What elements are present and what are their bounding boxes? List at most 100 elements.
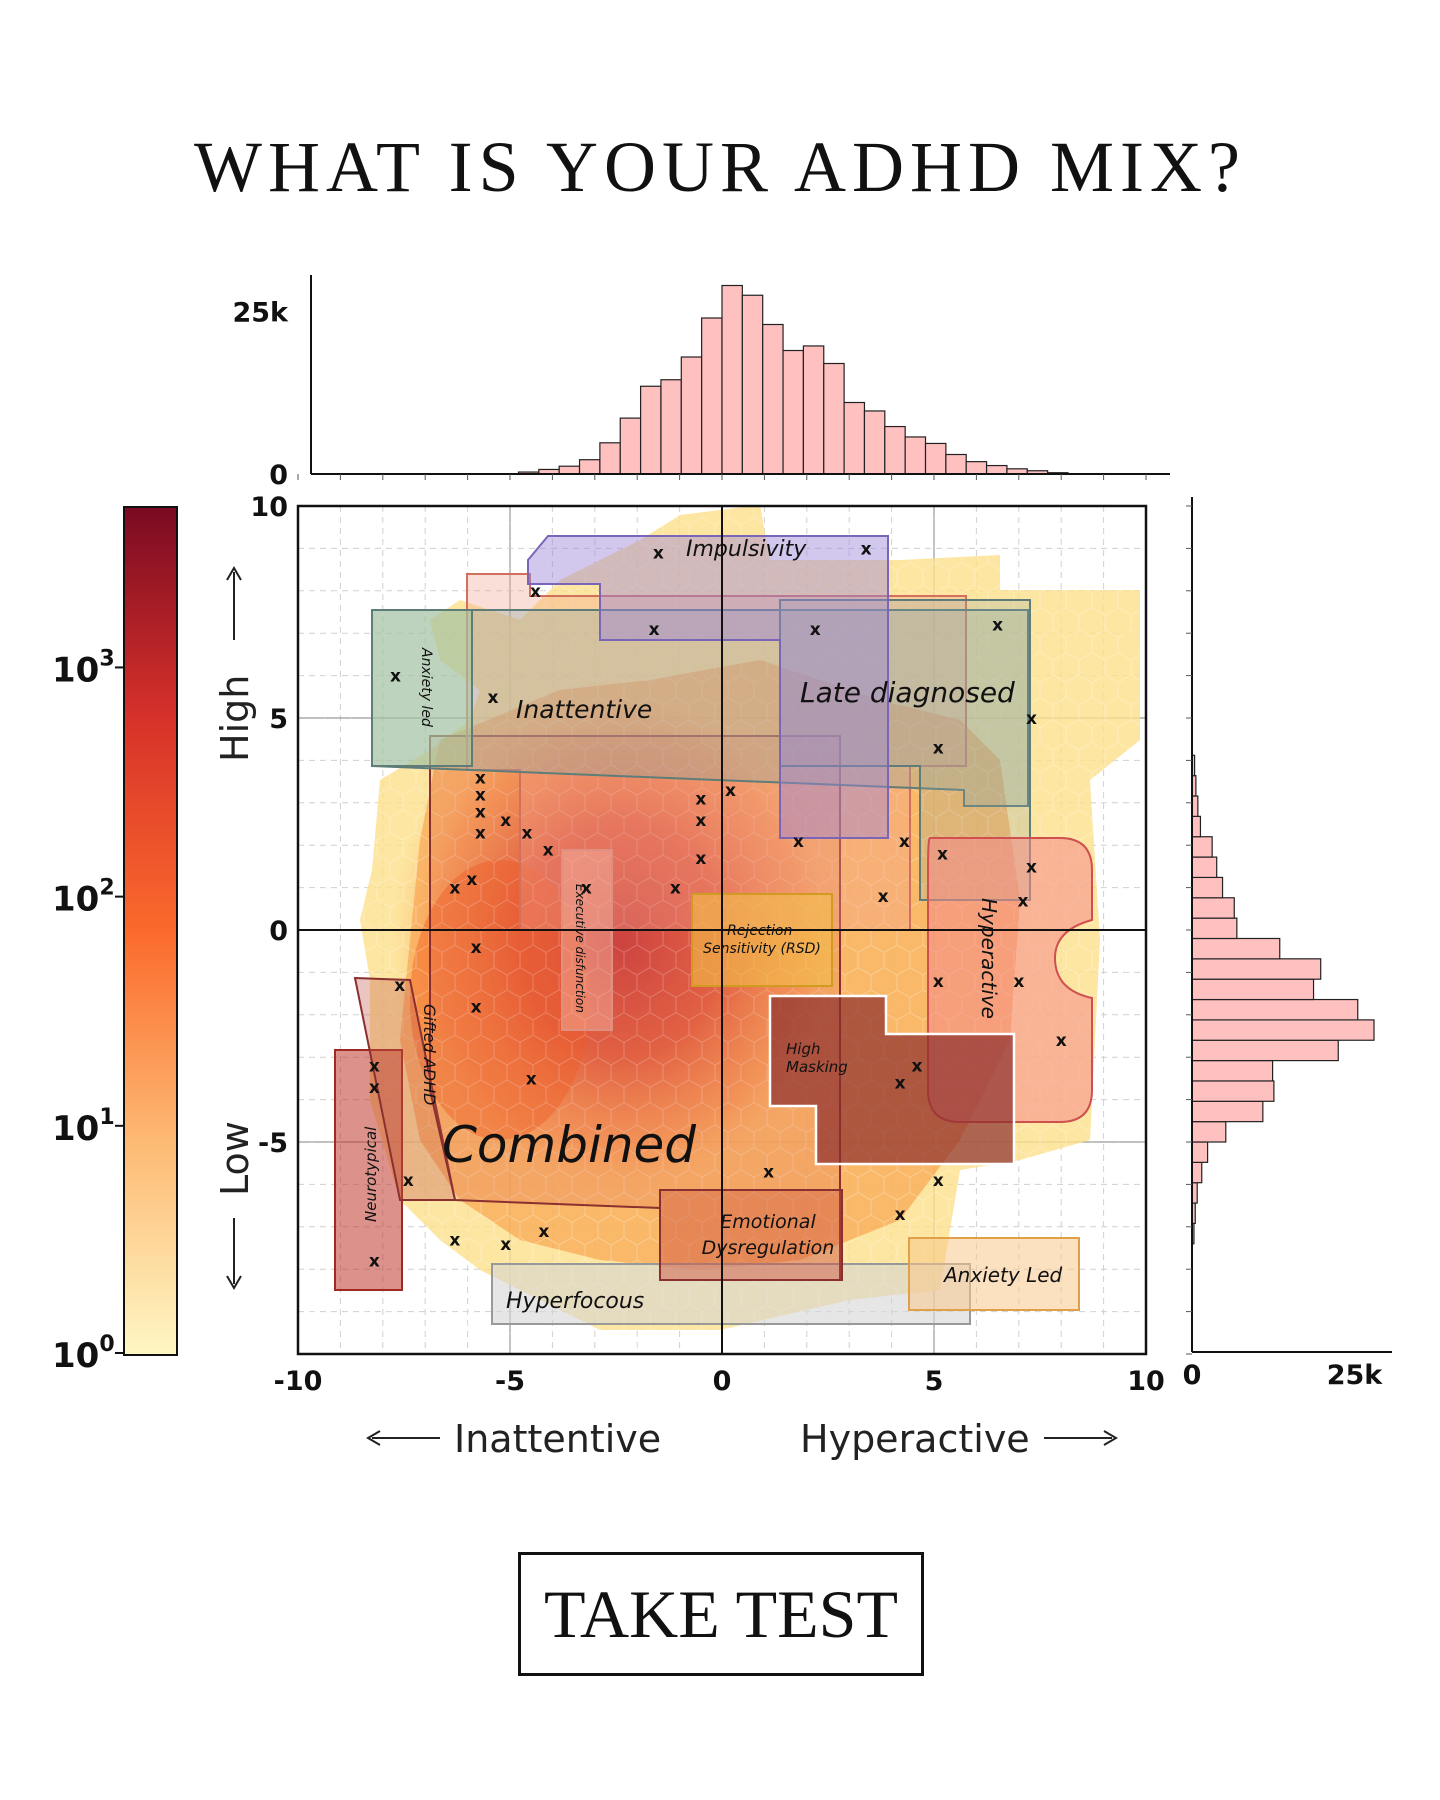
data-point-marker: x <box>581 879 592 899</box>
left-arrow-icon <box>366 1430 381 1446</box>
data-point-marker: x <box>500 1235 511 1255</box>
top-histogram-bar <box>619 417 642 475</box>
x-axis-captions: Inattentive Hyperactive <box>366 1417 1118 1461</box>
right-histogram-bar <box>1191 1121 1227 1143</box>
page-title: WHAT IS YOUR ADHD MIX? <box>194 127 1246 207</box>
top-histogram-bar <box>823 362 845 475</box>
data-point-marker: x <box>530 582 541 602</box>
y-caption-high: High <box>213 675 257 762</box>
top-histogram-bar <box>701 317 723 475</box>
data-point-marker: x <box>1026 709 1037 729</box>
label-impulsivity: Impulsivity <box>686 537 807 562</box>
data-point-marker: x <box>933 739 944 759</box>
label-neurotypical: Neurotypical <box>362 1126 380 1222</box>
data-point-marker: x <box>475 823 486 843</box>
data-point-marker: x <box>471 938 482 958</box>
data-point-marker: x <box>670 879 681 899</box>
data-point-marker: x <box>369 1252 380 1272</box>
data-point-marker: x <box>1018 891 1029 911</box>
colorbar-gradient <box>123 506 178 1356</box>
top-histogram-bar <box>578 459 601 475</box>
right-histogram-bar <box>1191 1080 1275 1102</box>
down-arrow-icon <box>226 1275 242 1290</box>
y-tick-label: 10 <box>250 492 288 523</box>
x-tick-label: -10 <box>274 1366 323 1397</box>
data-point-marker: x <box>403 1171 414 1191</box>
right-arrow-icon <box>1103 1430 1118 1446</box>
data-point-marker: x <box>725 781 736 801</box>
y-tick-label: 5 <box>269 704 288 735</box>
label-high-masking-line2: Masking <box>786 1058 848 1076</box>
colorbar-tick-label: 102 <box>52 876 115 920</box>
x-tick-label: 0 <box>713 1366 732 1397</box>
data-point-marker: x <box>695 790 706 810</box>
label-rsd-line2: Sensitivity (RSD) <box>703 941 821 957</box>
data-point-marker: x <box>933 972 944 992</box>
label-rsd: Rejection Sensitivity (RSD) <box>703 923 821 957</box>
data-point-marker: x <box>500 811 511 831</box>
data-point-marker: x <box>649 620 660 640</box>
top-histogram-bar <box>985 464 1008 475</box>
top-histogram-bar <box>680 356 703 475</box>
data-point-marker: x <box>488 688 499 708</box>
right-histogram-bar <box>1191 876 1224 899</box>
label-emotional-dysregulation: Emotional Dysregulation <box>702 1211 835 1259</box>
x-caption-inattentive: Inattentive <box>454 1417 661 1461</box>
data-point-marker: x <box>449 1231 460 1251</box>
right-histogram-bar <box>1191 917 1238 940</box>
colorbar: 100 101 102 103 <box>52 506 178 1376</box>
main-plot: Impulsivity Inattentive Late diagnosed A… <box>298 506 1146 1354</box>
data-point-marker: x <box>695 811 706 831</box>
data-point-marker: x <box>763 1163 774 1183</box>
label-anxiety-led-low: Anxiety Led <box>942 1263 1063 1287</box>
data-point-marker: x <box>810 620 821 640</box>
right-histogram: 0 25k <box>1183 497 1392 1391</box>
data-point-marker: x <box>521 823 532 843</box>
label-emotional-line2: Dysregulation <box>702 1237 835 1259</box>
top-histogram-bar <box>904 436 927 475</box>
data-point-marker: x <box>937 845 948 865</box>
top-histogram-bar <box>863 410 886 475</box>
right-histogram-bar <box>1191 1100 1264 1123</box>
take-test-button[interactable]: TAKE TEST <box>518 1552 924 1676</box>
data-point-marker: x <box>793 832 804 852</box>
top-histogram-bar <box>945 453 967 475</box>
top-histogram-bar <box>884 425 906 475</box>
label-high-masking: High Masking <box>786 1040 848 1076</box>
data-point-marker: x <box>369 1057 380 1077</box>
data-point-marker: x <box>475 768 486 788</box>
top-histogram-tick-label: 0 <box>269 460 288 491</box>
data-point-marker: x <box>933 1171 944 1191</box>
top-histogram-bar <box>965 461 988 475</box>
label-hyperactive: Hyperactive <box>977 898 1001 1019</box>
label-hyperfocous: Hyperfocous <box>506 1289 644 1314</box>
region-impulsivity <box>527 535 889 839</box>
plot-frame <box>296 504 1148 1356</box>
top-histogram-bar <box>741 294 764 475</box>
y-tick-label: 0 <box>269 916 288 947</box>
right-histogram-bar <box>1191 998 1359 1021</box>
data-point-marker: x <box>471 997 482 1017</box>
data-point-marker: x <box>526 1069 537 1089</box>
right-histogram-bar <box>1191 1141 1209 1163</box>
data-point-marker: x <box>543 840 554 860</box>
data-point-marker: x <box>466 870 477 890</box>
data-point-marker: x <box>369 1078 380 1098</box>
right-histogram-bar <box>1191 815 1202 838</box>
right-histogram-bar <box>1191 937 1281 960</box>
data-point-marker: x <box>1026 857 1037 877</box>
data-point-marker: x <box>895 1074 906 1094</box>
data-point-marker: x <box>878 887 889 907</box>
colorbar-tick-label: 100 <box>52 1332 115 1376</box>
label-rsd-line1: Rejection <box>727 923 792 939</box>
data-point-marker: x <box>394 976 405 996</box>
data-point-marker: x <box>538 1222 549 1242</box>
top-histogram-bar <box>721 284 743 475</box>
x-tick-label: -5 <box>495 1366 525 1397</box>
x-caption-hyperactive: Hyperactive <box>800 1417 1030 1461</box>
right-histogram-bar <box>1191 1161 1203 1184</box>
top-histogram-bar <box>762 323 784 475</box>
right-histogram-bar <box>1191 856 1218 879</box>
x-tick-label: 10 <box>1127 1366 1165 1397</box>
